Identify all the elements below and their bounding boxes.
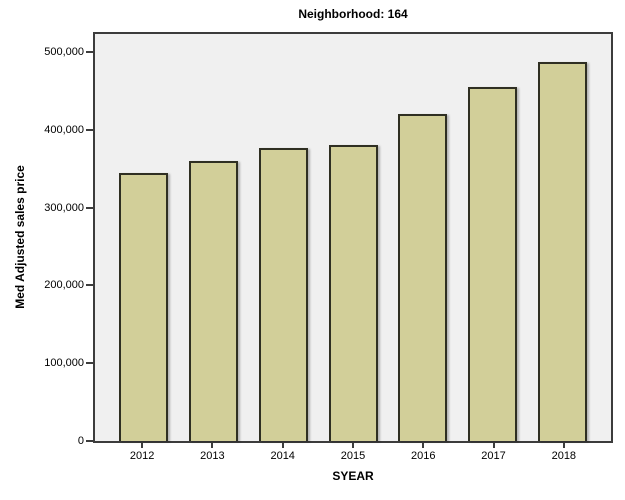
x-category-cell: 2017 [458,443,528,462]
x-category-cell: 2018 [529,443,599,462]
bar-2014 [258,147,308,441]
x-tick-mark [422,443,425,448]
y-tick-mark [86,51,93,53]
x-tick-label: 2014 [270,450,295,462]
y-tick-label: 200,000 [44,279,84,292]
y-tick-mark [86,128,93,131]
x-tick-label: 2015 [340,450,366,462]
bar-2015 [328,145,378,441]
bar-cell [318,34,388,441]
x-tick-mark [492,443,495,448]
y-tick-label: 500,000 [44,46,84,58]
x-tick-label: 2013 [200,450,225,462]
bar-cell [527,34,597,441]
x-tick-mark [141,443,144,448]
bar-cell [458,34,528,441]
x-tick-mark [281,443,284,448]
bars-container [95,34,611,441]
x-category-cell: 2014 [248,443,318,462]
y-tick-mark [86,362,93,365]
plot-area [93,32,613,443]
x-tick-mark [351,443,354,448]
bar-2012 [119,172,169,441]
x-tick-label: 2012 [129,450,155,462]
x-tick-label: 2018 [551,450,577,462]
y-tick-mark [86,440,93,442]
x-category-cell: 2012 [107,443,177,462]
y-tick-label: 0 [77,435,84,447]
bar-cell [248,34,318,441]
bar-2017 [467,87,517,441]
y-tick-label: 100,000 [44,357,84,370]
bar-2013 [189,160,239,441]
bar-cell [109,34,179,441]
y-tick-label: 300,000 [44,201,84,214]
y-tick-mark [86,284,93,287]
bar-cell [388,34,458,441]
x-category-cell: 2016 [388,443,458,462]
bar-cell [179,34,249,441]
bar-2016 [398,114,448,441]
x-axis-title: SYEAR [332,469,374,483]
x-axis: 2012 2013 2014 2015 2016 2017 2018 [93,443,613,462]
x-tick-mark [211,443,214,448]
x-category-cell: 2013 [177,443,247,462]
chart-title: Neighborhood: 164 [298,7,408,21]
x-tick-label: 2016 [411,450,436,462]
y-tick-mark [86,206,93,209]
x-category-cell: 2015 [318,443,388,462]
x-tick-label: 2017 [481,450,506,462]
y-tick-label: 400,000 [44,123,84,136]
bar-2018 [537,62,587,441]
x-tick-mark [562,443,565,448]
